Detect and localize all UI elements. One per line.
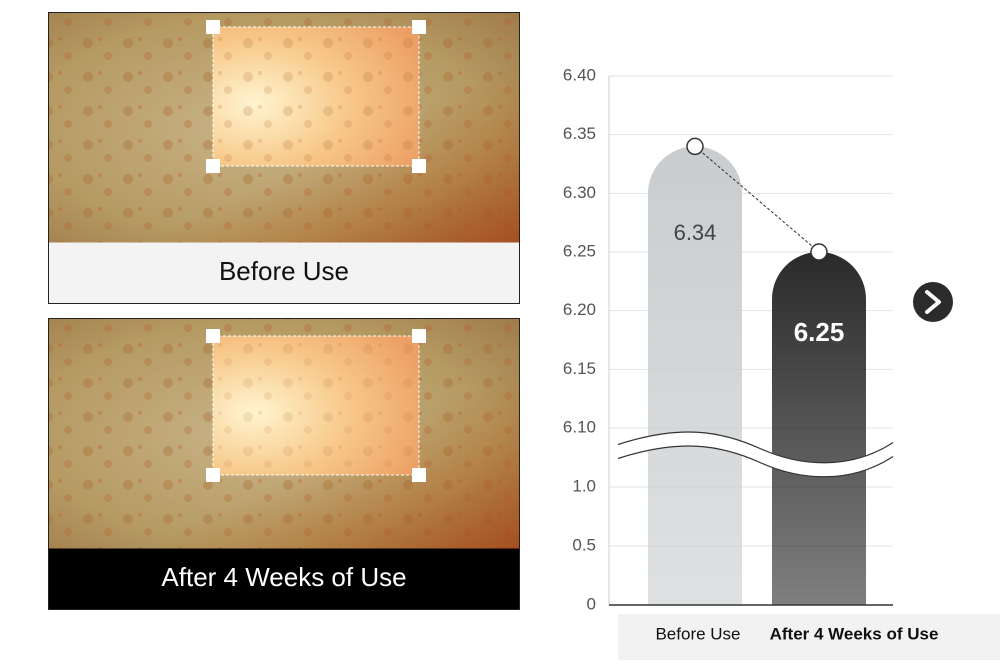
y-tick-label: 6.15 (563, 359, 596, 378)
y-tick-label: 0 (587, 594, 596, 613)
x-tick-label: After 4 Weeks of Use (770, 624, 939, 643)
y-tick-label: 1.0 (572, 476, 596, 495)
value-label: 6.25 (794, 317, 845, 347)
x-label-box (618, 614, 1000, 660)
point (810, 243, 828, 261)
photo-before: Before Use (48, 12, 520, 304)
y-tick-label: 6.10 (563, 417, 596, 436)
bar (648, 146, 742, 605)
point (686, 137, 704, 156)
chart: 0 0.5 1.0 6.10 6.15 6.20 6.25 6.30 6.35 6.40 6.34 B… (563, 65, 939, 643)
y-tick-label: 0.5 (572, 535, 596, 554)
y-tick-label: 6.20 (563, 300, 596, 319)
trend-line (694, 146, 820, 253)
bar (772, 252, 866, 605)
y-tick-label: 6.40 (563, 65, 596, 84)
panel-label: After 4 Weeks of Use (161, 562, 406, 592)
axis-break (617, 431, 894, 464)
panel-label: Before Use (219, 256, 349, 286)
y-tick-label: 6.30 (563, 183, 596, 202)
axis-break (617, 445, 894, 478)
y-tick-label: 6.35 (563, 124, 596, 143)
x-tick-label: Before Use (655, 624, 740, 643)
photo-after: After 4 Weeks of Use (48, 318, 520, 610)
y-tick-label: 6.25 (563, 241, 596, 260)
axis-break (615, 432, 897, 477)
next-button[interactable] (913, 282, 953, 322)
value-label: 6.34 (674, 220, 717, 245)
